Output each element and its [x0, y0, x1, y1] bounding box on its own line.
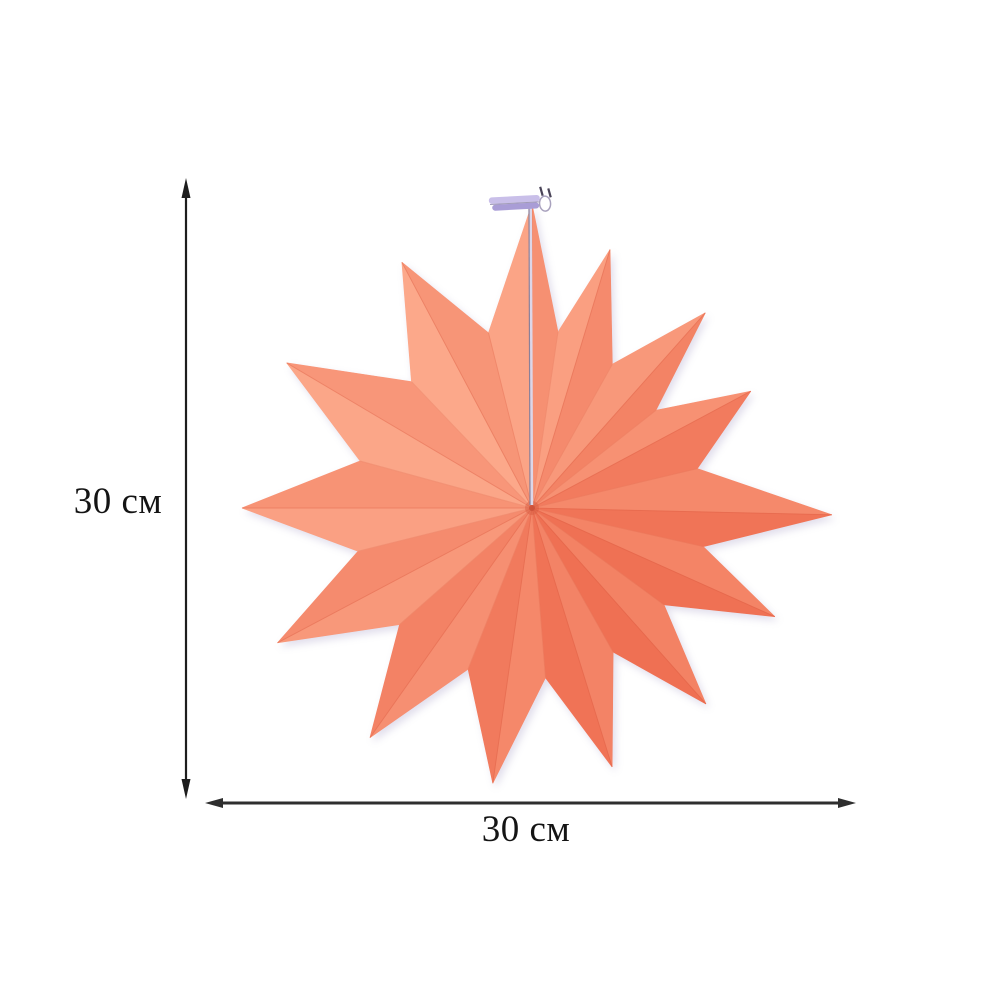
clip-prong-top [488, 195, 540, 204]
fold-crease [531, 364, 613, 509]
fold-crease [369, 507, 533, 738]
fold-crease [411, 381, 533, 509]
clip-spring [539, 186, 544, 196]
string-edge [528, 207, 531, 506]
vertical-dimension-label: 30 см [73, 481, 163, 522]
star-center-dot [529, 505, 535, 511]
horizontal-dimension-arrow [205, 798, 856, 808]
clip-prong-bottom [492, 202, 540, 211]
hanging-string [528, 207, 534, 506]
fold-crease [531, 409, 657, 509]
fold-crease [467, 507, 533, 670]
arrowhead [205, 798, 223, 808]
star-fold-facet [401, 262, 533, 509]
fold-crease [401, 262, 533, 509]
fold-crease [531, 507, 613, 768]
arrowhead [181, 779, 191, 799]
string-ribbon [528, 207, 534, 506]
fold-crease [531, 507, 707, 705]
fold-crease [531, 331, 559, 509]
fold-crease [531, 468, 698, 509]
clip-slot [490, 201, 539, 205]
fold-crease [492, 507, 533, 784]
fold-crease [531, 507, 776, 618]
arrowhead [181, 178, 191, 198]
fold-crease [277, 507, 533, 644]
fold-crease [399, 507, 533, 625]
fold-crease [488, 332, 533, 509]
fold-crease [531, 507, 665, 606]
horizontal-dimension-label: 30 см [481, 809, 571, 850]
fold-crease [531, 390, 752, 509]
fold-crease [359, 460, 533, 509]
fold-crease [531, 507, 614, 653]
hanging-clip [488, 186, 552, 212]
clip-spring [547, 188, 552, 198]
fold-crease [531, 507, 704, 548]
fold-crease [286, 362, 533, 509]
arrowhead [838, 798, 856, 808]
fold-crease [531, 507, 832, 516]
fold-crease [531, 249, 611, 509]
fold-crease [531, 312, 706, 509]
paper-star [241, 203, 833, 784]
string-loop [538, 195, 552, 212]
fold-crease [357, 507, 533, 552]
fold-crease [531, 507, 546, 678]
vertical-dimension-arrow [181, 178, 191, 799]
